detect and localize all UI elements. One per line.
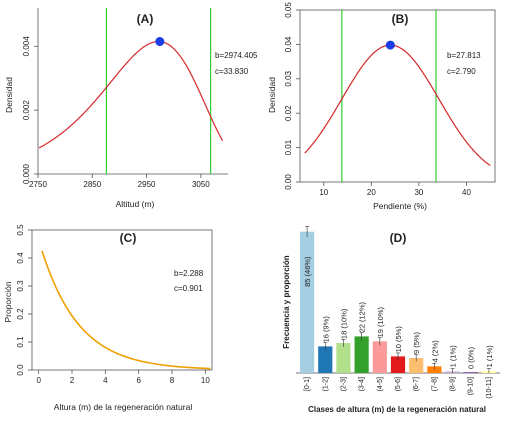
category-label-4: (4-5] [377,377,384,391]
panel-b-x-tick-label-1: 20 [367,188,376,197]
category-label-10: (10-11] [486,377,493,399]
panel-a-param-c: c=33.830 [215,67,249,76]
panel-c-y-tick-label-3: 0.3 [16,280,25,292]
panel-b-peak-marker [385,40,395,50]
category-label-0: [0-1] [304,377,311,391]
bar-0 [300,231,315,373]
bar-5 [390,356,406,373]
panel-b-frame [299,9,496,183]
panel-b-x-tick-label-3: 40 [462,188,471,197]
panel-c-x-tick-label-4: 8 [170,376,175,385]
bar-2 [336,343,351,373]
panel-c-xlabel: Altura (m) de la regeneración natural [54,402,193,412]
bar-label-6: 9 (5%) [412,331,421,354]
panel-a: (A) Altitud (m) Densidad b=2974.405 c=33… [4,8,258,209]
bar-label-8: 1 (1%) [449,345,458,368]
panel-c-y-tick-label-5: 0.5 [16,224,25,236]
panel-a-curve [38,40,224,149]
panel-d-xlabel: Clases de altura (m) de la regeneración … [308,405,486,414]
bar-label-1: 16 (9%) [321,316,330,343]
bar-9 [463,372,478,373]
bar-label-9: 0 (0%) [467,346,476,369]
panel-d-ylabel: Frecuencia y proporción [282,255,291,348]
category-label-9: (9-10] [468,377,475,395]
bar-4 [372,341,387,373]
panel-a-y-tick-label-2: 0.004 [22,36,31,57]
panel-c-x-tick-label-1: 2 [70,376,75,385]
bar-label-5: 10 (5%) [394,326,403,353]
panel-a-peak-marker [155,37,165,47]
panel-c-y-tick-label-4: 0.4 [16,252,25,264]
panel-c-x-tick-label-3: 6 [136,376,141,385]
panel-c-y-tick-label-0: 0.0 [16,364,25,376]
bar-label-3: 22 (12%) [358,301,367,332]
panel-a-ylabel: Densidad [4,77,14,113]
panel-a-x-tick-label-2: 2950 [138,180,156,189]
bar-6 [409,358,424,373]
panel-a-x-tick-label-3: 3050 [192,180,210,189]
bar-1 [318,346,333,373]
panel-a-label: (A) [137,12,154,26]
panel-b-y-tick-label-5: 0.05 [284,2,293,18]
panel-c: (C) Altura (m) de la regeneración natura… [3,224,213,412]
panel-c-ylabel: Proporción [3,281,13,322]
bar-7 [427,366,442,373]
panel-b-xlabel: Pendiente (%) [373,201,427,211]
category-label-3: (3-4] [359,377,366,391]
panel-b-y-tick-label-3: 0.03 [284,70,293,86]
panel-b-x-tick-label-2: 30 [414,188,423,197]
category-label-8: (8-9] [450,377,457,391]
panel-a-y-tick-label-0: 0.000 [22,163,31,184]
panel-b-param-c: c=2.790 [447,67,476,76]
panel-b-y-tick-label-1: 0.01 [284,139,293,155]
panel-c-x-tick-label-5: 10 [201,376,210,385]
panel-a-xlabel: Altitud (m) [116,199,155,209]
panel-c-y-tick-label-2: 0.2 [16,308,25,320]
panel-a-x-tick-label-1: 2850 [83,180,101,189]
bar-label-10: 1 (1%) [485,345,494,368]
panel-c-frame [31,229,213,371]
category-label-5: (5-6] [395,377,402,391]
panel-c-curve [41,250,211,370]
panel-b-curve [304,44,491,167]
category-label-1: (1-2] [322,377,329,391]
panel-b-ylabel: Densidad [267,77,277,113]
bar-label-0: 85 (46%) [303,256,312,287]
panel-d: (D) Clases de altura (m) de la regenerac… [282,226,500,414]
panel-d-label: (D) [390,231,407,245]
panel-c-x-tick-label-2: 4 [103,376,108,385]
panel-c-x-tick-label-0: 0 [36,376,41,385]
panel-a-y-tick-label-1: 0.002 [22,100,31,121]
panel-b-y-tick-label-0: 0.00 [284,174,293,190]
category-label-2: (2-3] [340,377,347,391]
bar-label-7: 4 (2%) [430,340,439,363]
bar-label-2: 18 (10%) [339,308,348,339]
bar-3 [354,336,369,373]
panel-b: (B) Pendiente (%) Densidad b=27.813 c=2.… [267,2,496,211]
panel-b-y-tick-label-2: 0.02 [284,105,293,121]
panel-c-param-b: b=2.288 [174,269,204,278]
panel-b-label: (B) [392,12,409,26]
panel-c-y-tick-label-1: 0.1 [16,336,25,348]
category-label-6: (6-7] [413,377,420,391]
panel-b-param-b: b=27.813 [447,51,481,60]
panel-b-x-tick-label-0: 10 [319,188,328,197]
category-label-7: (7-8] [431,377,438,391]
panel-c-label: (C) [120,231,137,245]
panel-a-x-tick-label-0: 2750 [29,180,47,189]
panel-b-y-tick-label-4: 0.04 [284,36,293,52]
panel-a-param-b: b=2974.405 [215,51,258,60]
panel-c-param-c: c=0.901 [174,284,203,293]
bar-label-4: 19 (10%) [376,306,385,337]
